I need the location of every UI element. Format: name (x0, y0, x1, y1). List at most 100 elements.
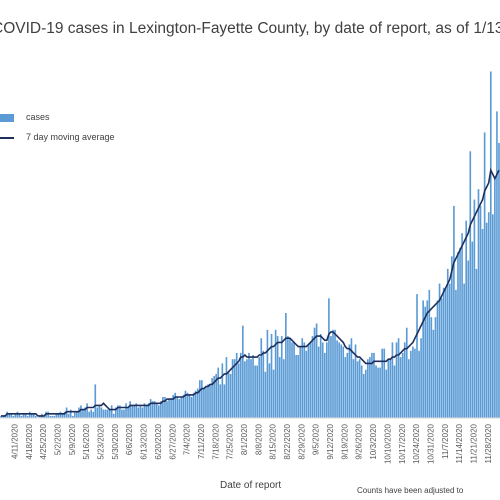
bar-cases (479, 205, 482, 418)
bar-cases (375, 365, 377, 418)
bar-cases (448, 283, 451, 418)
bar-cases (412, 346, 414, 418)
legend-label-cases: cases (26, 112, 50, 122)
bar-cases (410, 350, 412, 418)
bar-cases (299, 346, 302, 418)
bar-cases (346, 352, 349, 418)
bar-cases (252, 355, 254, 418)
bar-cases (492, 214, 494, 418)
bar-cases (407, 359, 410, 418)
bar-cases (383, 348, 386, 418)
bar-cases (369, 357, 371, 418)
bar-cases (360, 365, 363, 418)
bar-cases (176, 397, 179, 418)
bar-cases (244, 361, 246, 418)
bar-cases (377, 367, 379, 418)
bar-cases (397, 338, 400, 418)
x-tick-label: 11/14/2020 (455, 423, 464, 463)
bar-cases (250, 359, 252, 418)
bar-cases (203, 388, 205, 418)
bar-cases (121, 409, 123, 418)
bar-cases (354, 344, 357, 418)
x-tick-label: 8/1/2020 (240, 423, 249, 455)
bar-cases (344, 357, 347, 418)
bar-cases (43, 415, 45, 418)
x-tick-label: 5/2/2020 (54, 423, 63, 455)
bar-cases (51, 415, 54, 418)
bar-cases (153, 401, 156, 418)
bar-cases (455, 289, 457, 418)
x-tick-label: 5/16/2020 (82, 423, 91, 459)
bar-cases (305, 350, 308, 418)
bar-cases (205, 386, 207, 418)
bar-cases (225, 357, 228, 418)
bar-cases (317, 346, 320, 418)
bar-cases (442, 287, 445, 418)
bar-cases (88, 411, 90, 418)
bar-cases (137, 407, 140, 418)
bar-cases (399, 357, 402, 418)
bar-cases (59, 411, 62, 418)
bar-cases (215, 373, 218, 418)
bar-cases (194, 390, 197, 418)
bar-cases (168, 399, 170, 418)
bar-cases (498, 142, 500, 418)
bar-cases (227, 371, 230, 418)
bar-cases (71, 415, 74, 418)
x-tick-label: 8/8/2020 (254, 423, 263, 455)
legend-swatch-cases (0, 114, 14, 122)
bar-cases (196, 388, 199, 418)
bar-cases (248, 352, 250, 418)
bar-cases (356, 361, 359, 418)
bar-cases (125, 403, 127, 418)
bar-cases (295, 355, 297, 418)
bar-cases (147, 403, 150, 418)
bar-cases (231, 359, 234, 418)
bar-cases (190, 397, 193, 418)
bar-cases (143, 403, 146, 418)
bar-cases (112, 413, 115, 418)
bar-cases (192, 392, 195, 418)
bar-cases (428, 289, 431, 418)
bar-cases (475, 268, 478, 418)
bar-cases (321, 342, 324, 418)
bar-cases (57, 413, 60, 418)
bar-cases (391, 342, 394, 418)
x-tick-label: 5/30/2020 (111, 423, 120, 459)
bar-cases (459, 247, 461, 418)
bar-cases (26, 415, 29, 418)
bar-cases (461, 233, 463, 418)
bar-cases (274, 329, 277, 418)
bar-cases (119, 405, 121, 418)
bar-cases (285, 313, 287, 418)
x-tick-label: 4/18/2020 (25, 423, 34, 459)
x-tick-label: 10/10/2020 (383, 423, 392, 464)
bar-cases (446, 268, 449, 418)
bar-cases (416, 294, 418, 418)
bar-cases (90, 409, 93, 418)
line-series-moving-average (1, 167, 500, 417)
bar-cases (258, 357, 261, 418)
bar-cases (434, 317, 437, 418)
x-tick-label: 7/11/2020 (197, 423, 206, 459)
bar-cases (2, 415, 4, 418)
bar-cases (8, 413, 11, 418)
bar-cases (86, 403, 88, 418)
bar-cases (323, 352, 326, 418)
bar-cases (301, 338, 304, 418)
bar-series-cases (0, 71, 500, 419)
bar-cases (209, 384, 211, 418)
bar-cases (379, 367, 381, 418)
bar-cases (233, 359, 236, 418)
bar-cases (260, 338, 263, 418)
x-tick-label: 10/31/2020 (426, 423, 435, 464)
bar-cases (24, 413, 27, 418)
bar-cases (319, 334, 322, 418)
bar-cases (217, 367, 220, 418)
bar-cases (100, 407, 103, 418)
bar-cases (432, 329, 435, 418)
bar-cases (127, 407, 129, 418)
bar-cases (422, 300, 424, 418)
